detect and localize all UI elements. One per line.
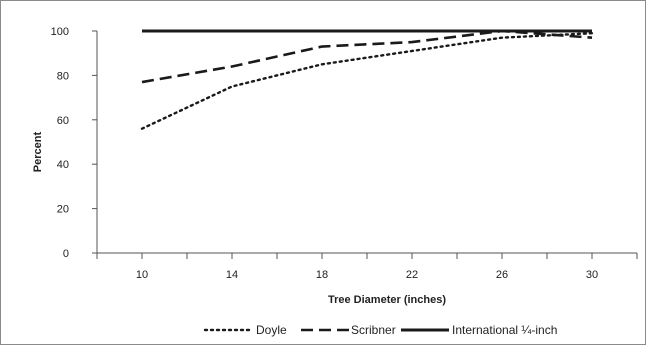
x-tick-label: 30 — [586, 269, 598, 281]
y-tick-label: 100 — [51, 26, 69, 38]
x-tick-label: 18 — [316, 269, 328, 281]
x-ticks: 10 14 18 22 26 30 — [96, 253, 638, 281]
series-line-doyle — [140, 32, 594, 130]
x-tick-label: 10 — [136, 269, 148, 281]
y-axis-label: Percent — [32, 131, 44, 172]
axes — [96, 31, 637, 254]
y-ticks: 0 20 40 60 80 100 — [51, 26, 97, 260]
y-tick-label: 20 — [57, 204, 69, 216]
y-tick-label: 40 — [57, 159, 69, 171]
legend: Doyle Scribner International ¼-inch — [203, 323, 557, 337]
x-tick-label: 14 — [226, 269, 238, 281]
y-tick-label: 0 — [63, 248, 69, 260]
series-layer — [140, 29, 594, 130]
y-tick-label: 80 — [57, 70, 69, 82]
x-tick-label: 26 — [496, 269, 508, 281]
series-line-scribner — [141, 29, 593, 84]
legend-label: Doyle — [256, 323, 287, 337]
legend-label: Scribner — [351, 323, 396, 337]
y-tick-label: 60 — [57, 115, 69, 127]
x-tick-label: 22 — [406, 269, 418, 281]
x-axis-label: Tree Diameter (inches) — [328, 294, 446, 306]
legend-label: International ¼-inch — [452, 323, 557, 337]
